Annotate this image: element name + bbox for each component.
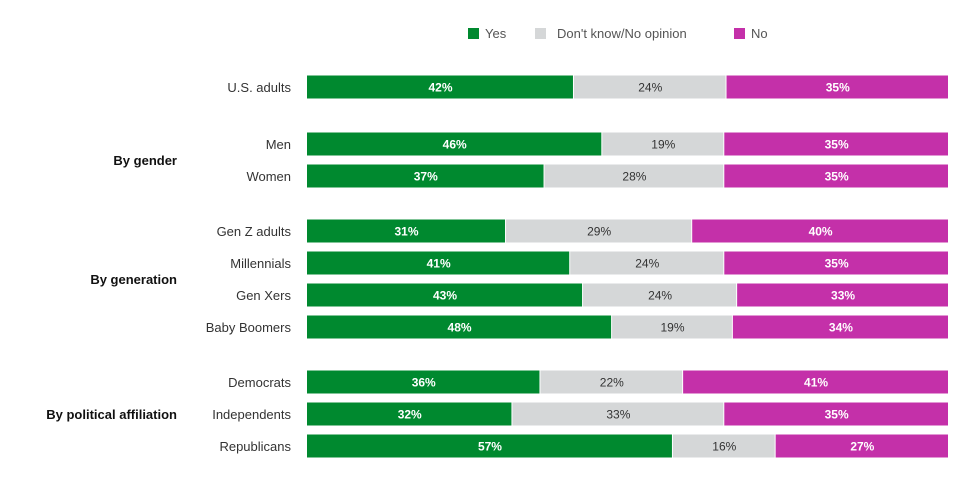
bar-row-gen-xers: Gen Xers 43% 24% 33% bbox=[236, 283, 948, 307]
bar-segment-no bbox=[775, 434, 948, 458]
category-label: Women bbox=[246, 169, 291, 184]
bar-segment-no bbox=[724, 132, 948, 156]
data-label-yes: 31% bbox=[394, 225, 418, 239]
bar-row-baby-boomers: Baby Boomers 48% 19% 34% bbox=[206, 315, 948, 339]
data-label-yes: 36% bbox=[412, 376, 436, 390]
data-label-yes: 46% bbox=[443, 138, 467, 152]
bar-segment-yes bbox=[307, 132, 602, 156]
data-label-no: 35% bbox=[826, 81, 850, 95]
legend-swatch-yes bbox=[468, 28, 479, 39]
data-label-don-t-know-no-opinion: 24% bbox=[648, 289, 672, 303]
data-label-no: 35% bbox=[825, 138, 849, 152]
bar-segment-yes bbox=[307, 283, 583, 307]
data-label-yes: 48% bbox=[448, 321, 472, 335]
bar-segment-no bbox=[692, 219, 948, 243]
bar-segment-don-t-know-no-opinion bbox=[544, 164, 724, 188]
data-label-don-t-know-no-opinion: 28% bbox=[622, 170, 646, 184]
data-label-no: 41% bbox=[804, 376, 828, 390]
data-label-don-t-know-no-opinion: 22% bbox=[600, 376, 624, 390]
bar-row-u-s-adults: U.S. adults 42% 24% 35% bbox=[227, 75, 948, 99]
data-label-yes: 57% bbox=[478, 440, 502, 454]
bar-segment-yes bbox=[307, 402, 512, 426]
bar-segment-don-t-know-no-opinion bbox=[570, 251, 724, 275]
category-label: Democrats bbox=[228, 375, 291, 390]
bar-segment-yes bbox=[307, 434, 672, 458]
bar-segment-yes bbox=[307, 370, 540, 394]
bar-segment-yes bbox=[307, 251, 570, 275]
category-label: Independents bbox=[212, 407, 291, 422]
legend-label-don-t-know-no-opinion: Don't know/No opinion bbox=[557, 26, 687, 41]
bar-segment-yes bbox=[307, 164, 544, 188]
bar-segment-don-t-know-no-opinion bbox=[506, 219, 692, 243]
data-label-don-t-know-no-opinion: 24% bbox=[638, 81, 662, 95]
bar-segment-don-t-know-no-opinion bbox=[573, 75, 726, 99]
data-label-yes: 42% bbox=[428, 81, 452, 95]
data-label-yes: 32% bbox=[398, 408, 422, 422]
chart-rows: U.S. adults 42% 24% 35% Men 46% 19% 35% Women 37%… bbox=[206, 75, 948, 458]
data-label-no: 35% bbox=[825, 257, 849, 271]
bar-row-gen-z-adults: Gen Z adults 31% 29% 40% bbox=[217, 219, 948, 243]
legend-label-yes: Yes bbox=[485, 26, 507, 41]
legend-label-no: No bbox=[751, 26, 768, 41]
bar-row-men: Men 46% 19% 35% bbox=[266, 132, 948, 156]
data-label-don-t-know-no-opinion: 24% bbox=[635, 257, 659, 271]
data-label-yes: 37% bbox=[414, 170, 438, 184]
data-label-no: 35% bbox=[825, 408, 849, 422]
bar-segment-don-t-know-no-opinion bbox=[583, 283, 737, 307]
group-label-by-political-affiliation: By political affiliation bbox=[46, 407, 177, 422]
data-label-yes: 43% bbox=[433, 289, 457, 303]
category-label: Republicans bbox=[219, 439, 291, 454]
bar-segment-yes bbox=[307, 75, 573, 99]
bar-segment-yes bbox=[307, 315, 612, 339]
data-label-no: 40% bbox=[809, 225, 833, 239]
bar-segment-don-t-know-no-opinion bbox=[540, 370, 683, 394]
category-label: U.S. adults bbox=[227, 80, 291, 95]
data-label-no: 33% bbox=[831, 289, 855, 303]
category-label: Gen Z adults bbox=[217, 224, 292, 239]
data-label-no: 27% bbox=[850, 440, 874, 454]
data-label-don-t-know-no-opinion: 19% bbox=[651, 138, 675, 152]
bar-segment-yes bbox=[307, 219, 506, 243]
bar-segment-no bbox=[732, 315, 948, 339]
bar-row-independents: Independents 32% 33% 35% bbox=[212, 402, 948, 426]
legend-swatch-don-t-know-no-opinion bbox=[535, 28, 546, 39]
data-label-don-t-know-no-opinion: 19% bbox=[660, 321, 684, 335]
category-label: Men bbox=[266, 137, 291, 152]
bar-segment-no bbox=[683, 370, 948, 394]
category-label: Baby Boomers bbox=[206, 320, 292, 335]
bar-segment-don-t-know-no-opinion bbox=[512, 402, 724, 426]
bar-segment-no bbox=[724, 164, 948, 188]
bar-segment-don-t-know-no-opinion bbox=[612, 315, 732, 339]
data-label-don-t-know-no-opinion: 33% bbox=[606, 408, 630, 422]
data-label-no: 35% bbox=[825, 170, 849, 184]
group-label-by-gender: By gender bbox=[113, 153, 177, 168]
bar-row-democrats: Democrats 36% 22% 41% bbox=[228, 370, 948, 394]
data-label-yes: 41% bbox=[427, 257, 451, 271]
group-label-by-generation: By generation bbox=[90, 272, 177, 287]
bar-segment-no bbox=[724, 251, 948, 275]
bar-segment-no bbox=[726, 75, 948, 99]
legend-swatch-no bbox=[734, 28, 745, 39]
data-label-don-t-know-no-opinion: 29% bbox=[587, 225, 611, 239]
bar-row-millennials: Millennials 41% 24% 35% bbox=[230, 251, 948, 275]
bar-segment-don-t-know-no-opinion bbox=[602, 132, 724, 156]
group-labels: By gender By generation By political affil… bbox=[46, 153, 177, 422]
bar-row-republicans: Republicans 57% 16% 27% bbox=[219, 434, 948, 458]
bar-segment-no bbox=[737, 283, 948, 307]
data-label-no: 34% bbox=[829, 321, 853, 335]
data-label-don-t-know-no-opinion: 16% bbox=[712, 440, 736, 454]
bar-segment-don-t-know-no-opinion bbox=[672, 434, 775, 458]
bar-segment-no bbox=[724, 402, 948, 426]
category-label: Millennials bbox=[230, 256, 291, 271]
bar-row-women: Women 37% 28% 35% bbox=[246, 164, 948, 188]
category-label: Gen Xers bbox=[236, 288, 291, 303]
chart-legend: Yes Don't know/No opinion No bbox=[468, 26, 768, 41]
